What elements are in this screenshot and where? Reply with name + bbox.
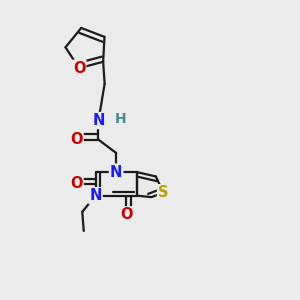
Text: O: O <box>70 132 82 147</box>
Text: N: N <box>110 165 122 180</box>
Text: H: H <box>115 112 126 126</box>
Text: O: O <box>120 207 133 222</box>
Text: N: N <box>89 188 102 203</box>
Text: O: O <box>73 61 85 76</box>
Text: O: O <box>70 176 82 191</box>
Text: S: S <box>158 185 169 200</box>
Text: N: N <box>92 113 105 128</box>
